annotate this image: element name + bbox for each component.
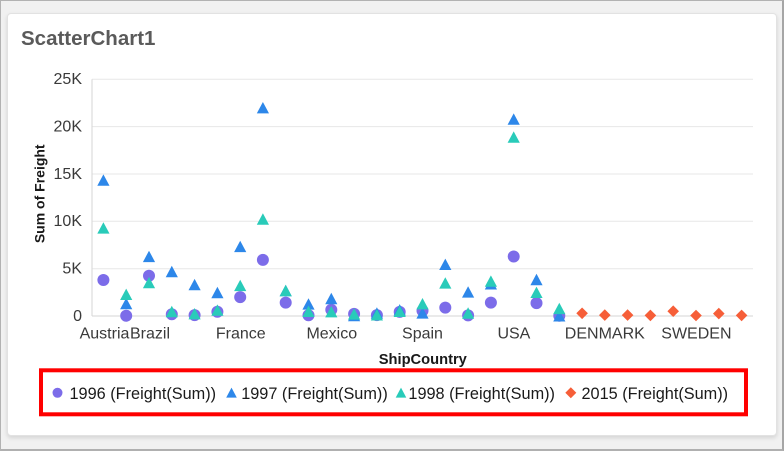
svg-text:2015 (Freight(Sum)): 2015 (Freight(Sum)) <box>582 385 729 403</box>
svg-text:France: France <box>216 326 266 343</box>
svg-text:Austria: Austria <box>80 326 130 343</box>
svg-text:SWEDEN: SWEDEN <box>661 326 731 343</box>
svg-text:1998 (Freight(Sum)): 1998 (Freight(Sum)) <box>408 385 555 403</box>
svg-text:20K: 20K <box>54 118 83 135</box>
svg-text:Spain: Spain <box>402 326 443 343</box>
svg-text:0: 0 <box>73 308 82 325</box>
svg-text:Brazil: Brazil <box>130 326 170 343</box>
svg-text:Sum of Freight: Sum of Freight <box>31 144 47 243</box>
svg-text:Mexico: Mexico <box>306 326 357 343</box>
svg-text:10K: 10K <box>54 213 83 230</box>
svg-text:25K: 25K <box>54 71 83 88</box>
svg-text:5K: 5K <box>62 261 82 278</box>
svg-text:USA: USA <box>497 326 530 343</box>
svg-text:1997 (Freight(Sum)): 1997 (Freight(Sum)) <box>241 385 388 403</box>
svg-text:ShipCountry: ShipCountry <box>379 352 468 368</box>
svg-text:15K: 15K <box>54 166 83 183</box>
svg-text:DENMARK: DENMARK <box>565 326 645 343</box>
svg-text:1996 (Freight(Sum)): 1996 (Freight(Sum)) <box>70 385 217 403</box>
